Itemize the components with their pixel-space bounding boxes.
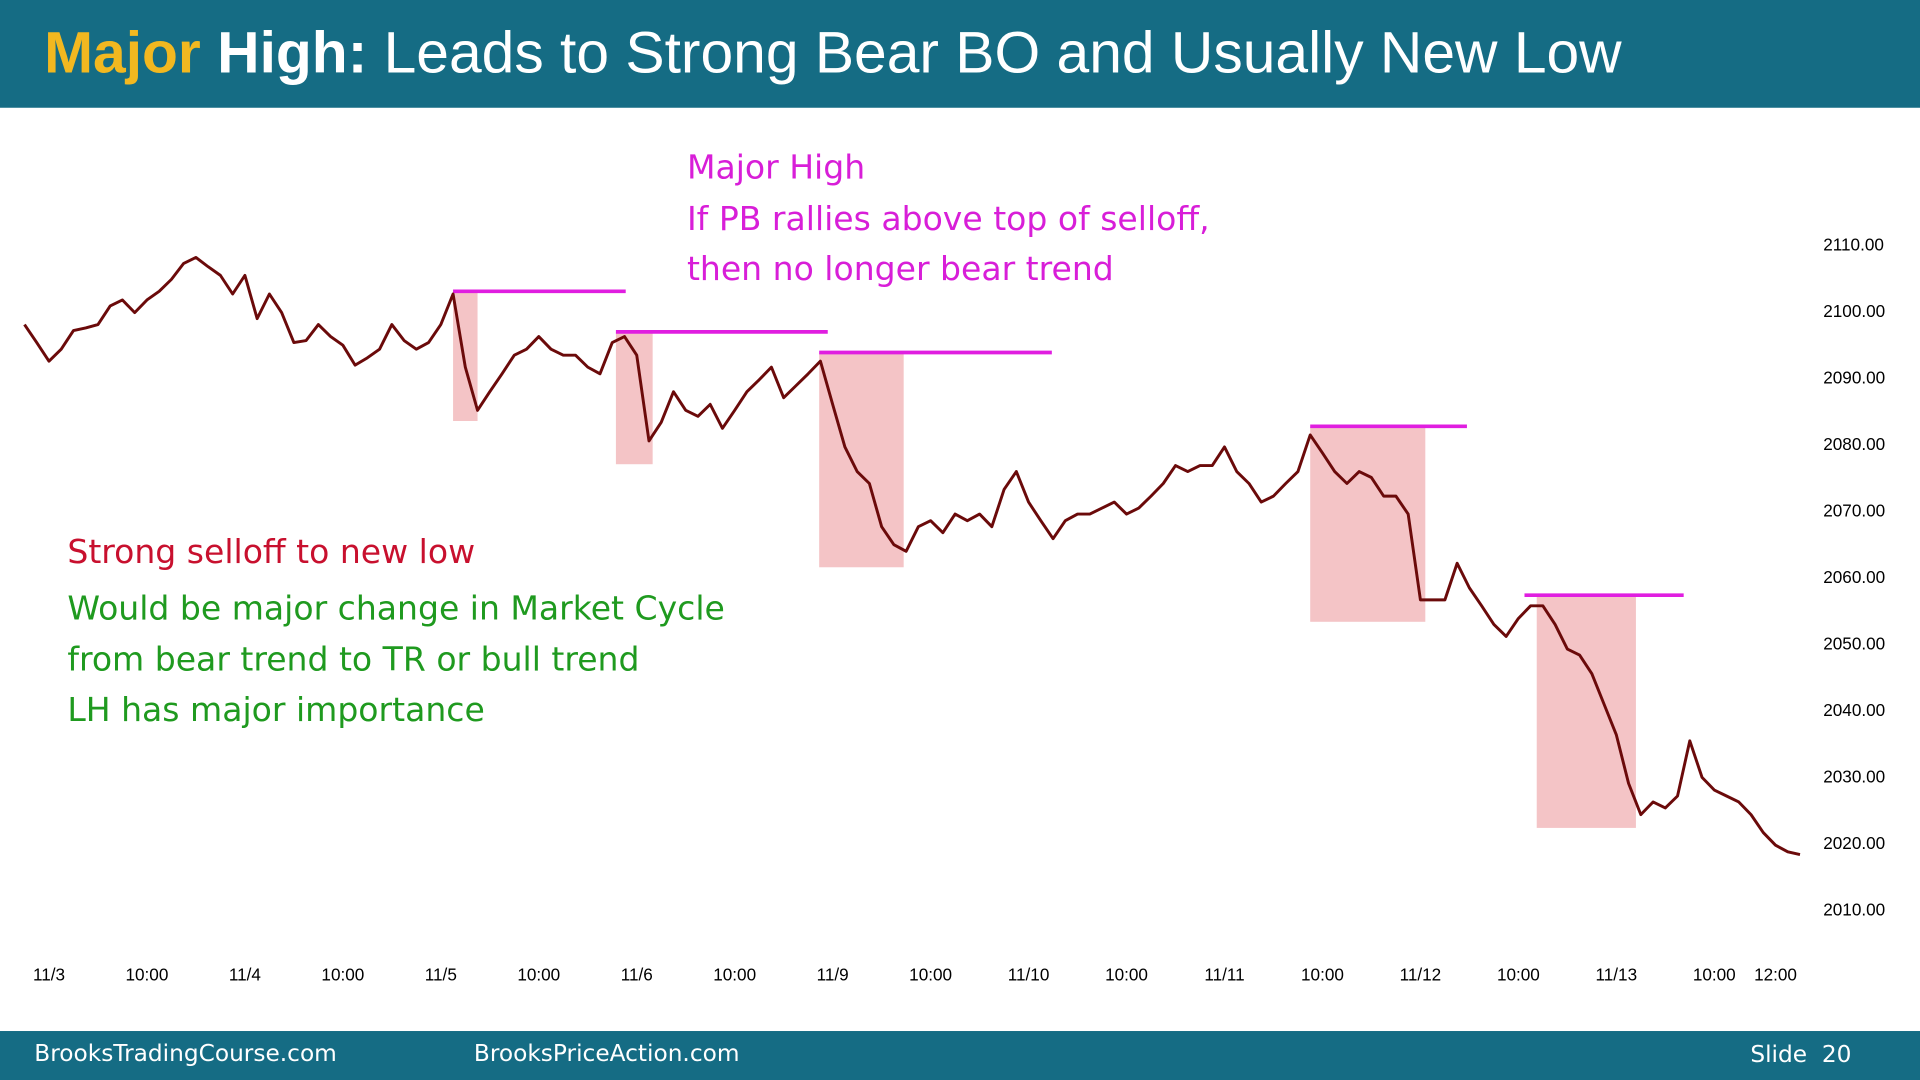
x-tick-label: 10:00 xyxy=(909,964,952,984)
x-tick-label: 11/3 xyxy=(33,964,65,984)
title-rest: Leads to Strong Bear BO and Usually New … xyxy=(384,20,1623,85)
x-tick-label: 10:00 xyxy=(1497,964,1540,984)
y-tick-label: 2020.00 xyxy=(1823,833,1885,853)
x-tick-label: 11/13 xyxy=(1596,964,1638,984)
y-tick-label: 2070.00 xyxy=(1823,501,1885,521)
selloff-zone xyxy=(1536,595,1636,828)
slide-title: Major High: Leads to Strong Bear BO and … xyxy=(44,20,1622,85)
note-line: from bear trend to TR or bull trend xyxy=(67,640,639,679)
note-line: LH has major importance xyxy=(67,690,484,729)
x-tick-label: 11/11 xyxy=(1204,964,1244,984)
y-tick-label: 2110.00 xyxy=(1823,235,1884,255)
x-tick-label: 10:00 xyxy=(1301,964,1344,984)
note-line: If PB rallies above top of selloff, xyxy=(687,199,1210,238)
x-tick-label: 11/9 xyxy=(817,964,849,984)
note-line: Would be major change in Market Cycle xyxy=(67,588,724,627)
x-tick-label: 10:00 xyxy=(1105,964,1148,984)
x-tick-label: 10:00 xyxy=(713,964,756,984)
x-tick-label: 12:00 xyxy=(1754,964,1797,984)
y-tick-label: 2100.00 xyxy=(1823,301,1885,321)
x-tick-label: 10:00 xyxy=(126,964,169,984)
note-line: then no longer bear trend xyxy=(687,249,1114,288)
y-tick-label: 2090.00 xyxy=(1823,368,1885,388)
price-line xyxy=(23,255,1801,856)
selloff-zone xyxy=(819,352,904,568)
footer-left: BrooksTradingCourse.com xyxy=(34,1040,337,1067)
title-bar xyxy=(0,0,1920,108)
zones xyxy=(453,291,1636,828)
note-line: Major High xyxy=(687,147,865,186)
x-tick-label: 11/5 xyxy=(425,964,457,984)
y-tick-label: 2040.00 xyxy=(1823,700,1885,720)
title-high: High: xyxy=(217,20,367,85)
note-line: Strong selloff to new low xyxy=(67,532,475,571)
title-major: Major xyxy=(44,20,201,85)
y-tick-label: 2060.00 xyxy=(1823,567,1885,587)
footer-bar xyxy=(0,1031,1920,1080)
x-tick-label: 10:00 xyxy=(517,964,560,984)
x-tick-label: 11/12 xyxy=(1400,964,1442,984)
x-tick-label: 11/6 xyxy=(621,964,653,984)
y-tick-label: 2010.00 xyxy=(1823,900,1885,920)
slide-number: Slide 20 xyxy=(1750,1041,1851,1068)
selloff-zone xyxy=(1310,426,1426,622)
y-tick-label: 2080.00 xyxy=(1823,434,1885,454)
y-tick-label: 2050.00 xyxy=(1823,634,1885,654)
x-tick-label: 11/10 xyxy=(1008,964,1050,984)
x-tick-label: 10:00 xyxy=(321,964,364,984)
x-tick-label: 10:00 xyxy=(1693,964,1736,984)
x-tick-label: 11/4 xyxy=(229,964,262,984)
plot: 2010.00 2020.00 2030.00 2040.00 2050.00 2060.… xyxy=(23,235,1885,984)
y-tick-label: 2030.00 xyxy=(1823,767,1885,787)
footer-center: BrooksPriceAction.com xyxy=(474,1040,740,1067)
